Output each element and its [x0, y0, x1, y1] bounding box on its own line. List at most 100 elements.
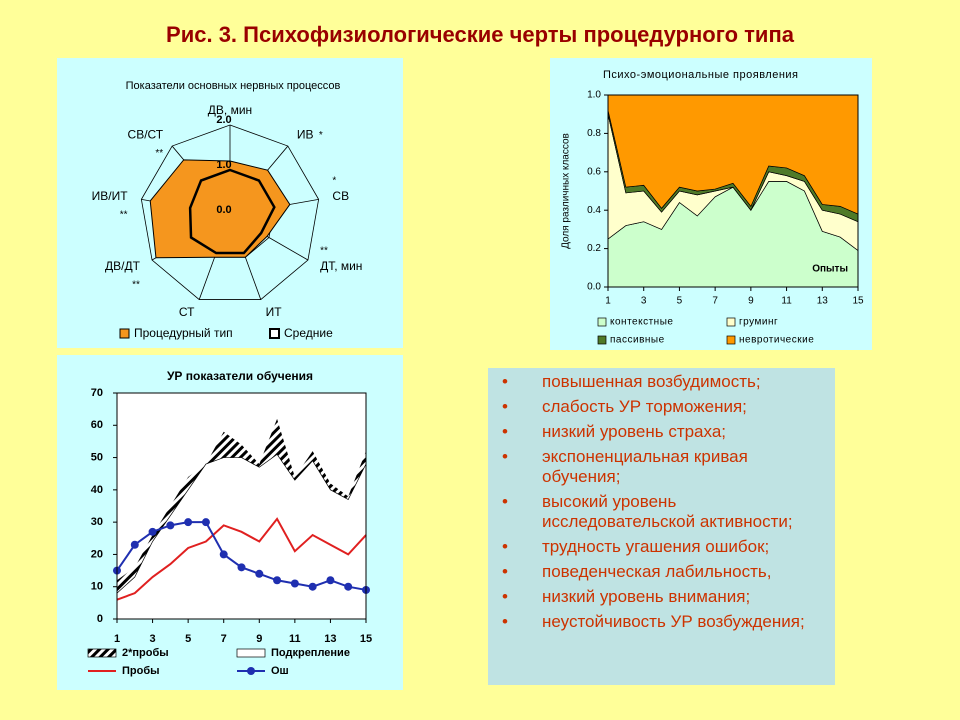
point [148, 527, 157, 536]
axis-label: ДВ/ДТ [105, 259, 141, 273]
chart-title: Психо-эмоциональные проявления [603, 69, 799, 81]
feature: повышенная возбудимость; [502, 372, 825, 392]
annotation: Опыты [812, 264, 848, 275]
r-tick-label: 0.0 [216, 204, 231, 216]
x-tick-label: 9 [748, 296, 754, 307]
x-tick-label: 3 [641, 296, 647, 307]
chart-title: УР показатели обучения [167, 369, 313, 383]
legend-swatch [597, 317, 607, 327]
x-tick-label: 15 [852, 296, 864, 307]
legend-swatch [87, 648, 117, 658]
y-tick-label: 50 [91, 451, 103, 463]
point [219, 550, 228, 559]
significance: ** [120, 210, 128, 221]
point [184, 518, 193, 527]
feature: слабость УР торможения; [502, 397, 825, 417]
feature: поведенческая лабильность, [502, 562, 825, 582]
legend-swatch [119, 328, 130, 339]
x-tick-label: 9 [256, 633, 262, 645]
y-tick-label: 0.8 [587, 128, 601, 139]
y-tick-label: 70 [91, 387, 103, 399]
radar-series [149, 159, 291, 259]
feature: неустойчивость УР возбуждения; [502, 612, 825, 632]
legend-marker [247, 667, 255, 675]
legend-label: Ош [271, 665, 289, 677]
point [237, 563, 246, 572]
point [290, 579, 299, 588]
axis-label: ДТ, мин [320, 259, 362, 273]
y-tick-label: 0.4 [587, 205, 601, 216]
axis-label: ИТ [266, 305, 283, 319]
radar-series [188, 168, 276, 255]
r-tick-label: 2.0 [216, 114, 231, 126]
significance: * [319, 130, 323, 141]
x-tick-label: 11 [289, 633, 301, 645]
point [130, 540, 139, 549]
legend-label: невротические [739, 335, 814, 346]
significance: ** [155, 148, 163, 159]
y-axis-label: Доля различных классов [561, 133, 572, 249]
point [273, 576, 282, 585]
point [166, 521, 175, 530]
legend-label: Процедурный тип [134, 326, 233, 340]
axis-label: ДВ, мин [208, 103, 252, 117]
y-tick-label: 0 [97, 613, 103, 625]
x-tick-label: 1 [114, 633, 120, 645]
slide-title: Рис. 3. Психофизиологические черты проце… [166, 22, 795, 47]
y-tick-label: 1.0 [587, 90, 601, 101]
legend-label: Пробы [122, 665, 160, 677]
legend-label: 2*пробы [122, 647, 169, 659]
legend-swatch [726, 317, 736, 327]
x-tick-label: 1 [605, 296, 611, 307]
axis-label: СТ [179, 305, 195, 319]
point [344, 582, 353, 591]
point [255, 569, 264, 578]
x-tick-label: 7 [221, 633, 227, 645]
legend-label: груминг [739, 317, 778, 328]
axis-label: ИВ/ИТ [92, 189, 129, 203]
feature-items: повышенная возбудимость; слабость УР торм… [498, 372, 825, 632]
line-series [116, 517, 367, 601]
x-tick-label: 13 [817, 296, 829, 307]
chart-title: Показатели основных нервных процессов [126, 80, 341, 92]
significance: ** [320, 246, 328, 257]
point [326, 576, 335, 585]
plot-frame [116, 392, 367, 620]
x-tick-label: 13 [324, 633, 336, 645]
r-tick-label: 1.0 [216, 159, 231, 171]
legend-label: контекстные [610, 317, 673, 328]
point [308, 582, 317, 591]
legend-swatch [269, 328, 280, 339]
feature-list: повышенная возбудимость; слабость УР торм… [488, 368, 835, 685]
legend-swatch [597, 335, 607, 345]
y-tick-label: 10 [91, 581, 103, 593]
legend-swatch [236, 648, 266, 658]
point [201, 518, 210, 527]
plot-frame [607, 94, 859, 288]
legend-label: Подкрепление [271, 647, 350, 659]
grid-ring [140, 124, 320, 300]
legend-label: Средние [284, 326, 333, 340]
feature: экспоненциальная кривая обучения; [502, 447, 825, 487]
axis-label: СВ [332, 189, 349, 203]
y-tick-label: 20 [91, 548, 103, 560]
y-tick-label: 60 [91, 419, 103, 431]
x-tick-label: 11 [781, 296, 792, 307]
x-tick-label: 5 [677, 296, 683, 307]
axis-label: СВ/СТ [128, 128, 164, 142]
x-tick-label: 7 [712, 296, 718, 307]
feature: низкий уровень страха; [502, 422, 825, 442]
y-tick-label: 40 [91, 484, 103, 496]
y-tick-label: 0.0 [587, 282, 601, 293]
x-tick-label: 15 [360, 633, 372, 645]
y-tick-label: 0.2 [587, 243, 601, 254]
feature: трудность угашения ошибок; [502, 537, 825, 557]
x-tick-label: 3 [150, 633, 156, 645]
significance: ** [132, 280, 140, 291]
feature: низкий уровень внимания; [502, 587, 825, 607]
x-tick-label: 5 [185, 633, 191, 645]
significance: * [332, 176, 336, 187]
legend-label: пассивные [610, 335, 665, 346]
